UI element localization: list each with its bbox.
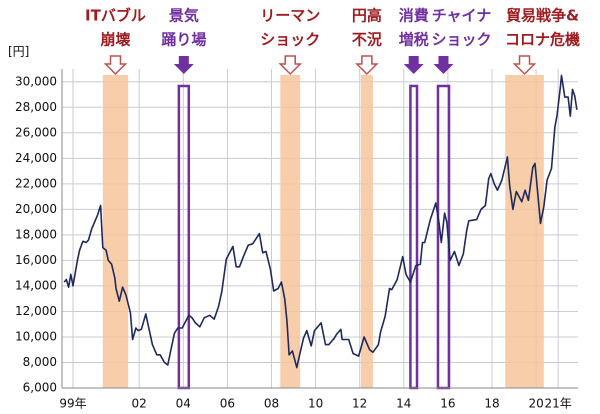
unit-label: [円] <box>8 45 29 59</box>
arrow <box>433 56 454 74</box>
y-tick-label: 16,000 <box>15 253 57 267</box>
arrow <box>278 55 303 76</box>
band <box>360 75 373 388</box>
band-label: 不況 <box>352 31 382 49</box>
x-tick-label: 18 <box>484 397 499 411</box>
y-tick-label: 6,000 <box>23 381 57 395</box>
band-label: 貿易戦争& <box>506 7 579 25</box>
x-tick-label: 21年 <box>545 397 572 411</box>
x-tick-label: 04 <box>176 397 191 411</box>
x-tick-label: 14 <box>396 397 411 411</box>
arrow <box>403 56 424 74</box>
y-tick-label: 24,000 <box>15 151 57 165</box>
line <box>63 74 578 369</box>
band-label: 円高 <box>352 7 382 25</box>
x-tick-label: 99年 <box>59 397 86 411</box>
x-tick-label: 12 <box>352 397 367 411</box>
band <box>505 75 544 388</box>
band-label: 踊り場 <box>161 31 206 49</box>
y-tick-label: 26,000 <box>15 125 57 139</box>
y-tick-label: 18,000 <box>15 227 57 241</box>
y-tick-label: 20,000 <box>15 202 57 216</box>
band-label: ITバブル <box>85 7 146 25</box>
arrow <box>355 55 379 76</box>
band-label: リーマン <box>260 7 320 25</box>
x-tick-label: 10 <box>308 397 323 411</box>
y-tick-label: 8,000 <box>23 355 57 369</box>
band-label: ショック <box>260 31 320 49</box>
x-tick-label: 16 <box>440 397 455 411</box>
x-tick-label: 08 <box>264 397 279 411</box>
arrow <box>512 55 537 76</box>
band-label: コロナ危機 <box>505 31 580 49</box>
y-tick-label: 30,000 <box>15 74 57 88</box>
band <box>280 75 301 388</box>
band-label: チャイナ <box>432 7 492 25</box>
y-tick-label: 22,000 <box>15 176 57 190</box>
y-tick-label: 28,000 <box>15 100 57 114</box>
band-label: 景気 <box>169 7 199 25</box>
band-label: ショック <box>431 31 491 49</box>
x-tick-label: 20 <box>528 397 543 411</box>
band <box>102 75 129 388</box>
band-label: 崩壊 <box>100 31 130 49</box>
arrow <box>103 55 128 76</box>
y-tick-label: 10,000 <box>15 329 57 343</box>
x-tick-label: 02 <box>132 397 147 411</box>
y-tick-label: 12,000 <box>15 304 57 318</box>
x-tick-label: 06 <box>220 397 235 411</box>
arrow <box>173 56 194 74</box>
y-tick-label: 14,000 <box>15 278 57 292</box>
band-label: 消費 <box>399 7 429 25</box>
band-label: 増税 <box>399 31 429 49</box>
